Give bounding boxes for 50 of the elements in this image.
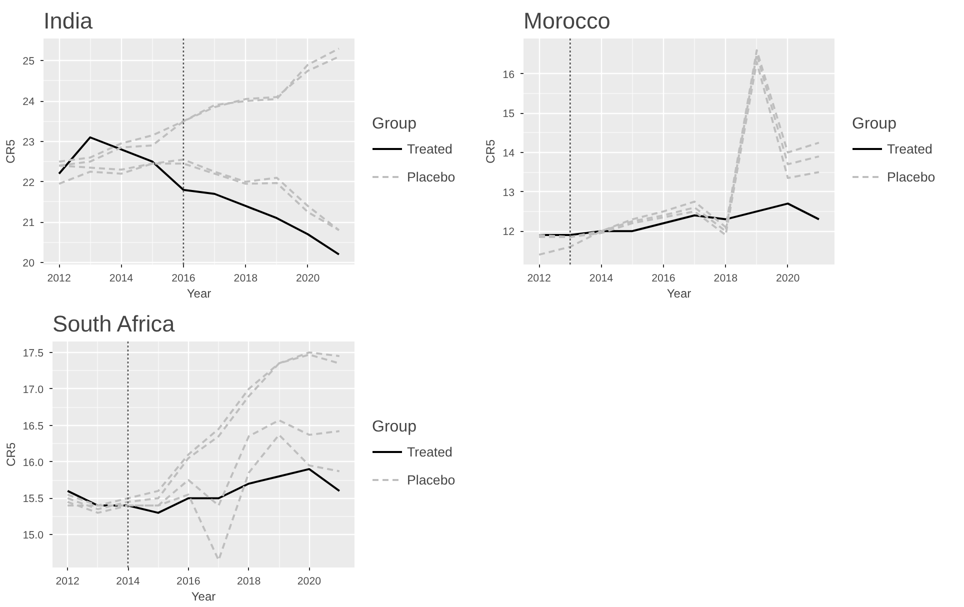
y-tick-label: 14 [502,147,515,160]
y-tick-label: 20 [22,257,35,270]
y-axis-title: CR5 [4,139,18,164]
x-tick-label: 2016 [176,576,200,588]
x-tick-label: 2016 [172,272,196,284]
legend-label: Treated [887,141,932,156]
y-tick-label: 15 [502,108,515,120]
x-tick-label: 2012 [47,272,71,284]
x-tick-label: 2014 [109,272,134,284]
y-tick-label: 17.5 [22,347,44,360]
legend-label: Treated [407,141,452,156]
x-tick-label: 2016 [652,272,676,284]
x-tick-label: 2014 [116,576,140,588]
y-tick-label: 13 [502,186,515,199]
y-tick-label: 16.0 [22,456,44,469]
x-tick-label: 2020 [776,272,800,284]
y-tick-label: 16 [502,68,515,81]
x-axis-title: Year [186,286,212,300]
x-tick-label: 2020 [297,576,322,588]
legend-title: Group [372,116,418,134]
x-axis-title: Year [191,590,216,604]
x-axis-title: Year [666,286,692,300]
x-tick-label: 2012 [56,576,80,588]
legend-label: Placebo [887,169,936,184]
y-tick-label: 21 [22,217,35,230]
x-tick-label: 2018 [234,272,258,284]
y-tick-label: 23 [22,136,35,148]
legend-label: Placebo [407,169,456,184]
x-tick-label: 2020 [296,272,320,284]
y-tick-label: 12 [502,226,515,238]
chart-title: India [44,8,94,34]
y-tick-label: 15.5 [22,493,44,506]
y-tick-label: 15.0 [22,530,44,542]
legend-title: Group [372,418,418,436]
x-tick-label: 2018 [714,272,738,284]
x-tick-label: 2018 [236,576,261,588]
y-tick-label: 17.0 [22,384,44,396]
y-axis-title: CR5 [484,139,498,164]
y-axis-title: CR5 [4,442,18,467]
y-tick-label: 22 [22,176,35,189]
y-tick-label: 25 [22,56,35,68]
legend-title: Group [852,116,898,134]
y-tick-label: 24 [22,96,35,108]
y-tick-label: 16.5 [22,420,44,432]
x-tick-label: 2012 [527,272,551,284]
x-tick-label: 2014 [589,272,614,284]
legend-label: Treated [407,444,452,459]
legend-label: Placebo [407,472,456,487]
chart-title: South Africa [52,310,176,336]
chart-title: Morocco [524,8,610,34]
